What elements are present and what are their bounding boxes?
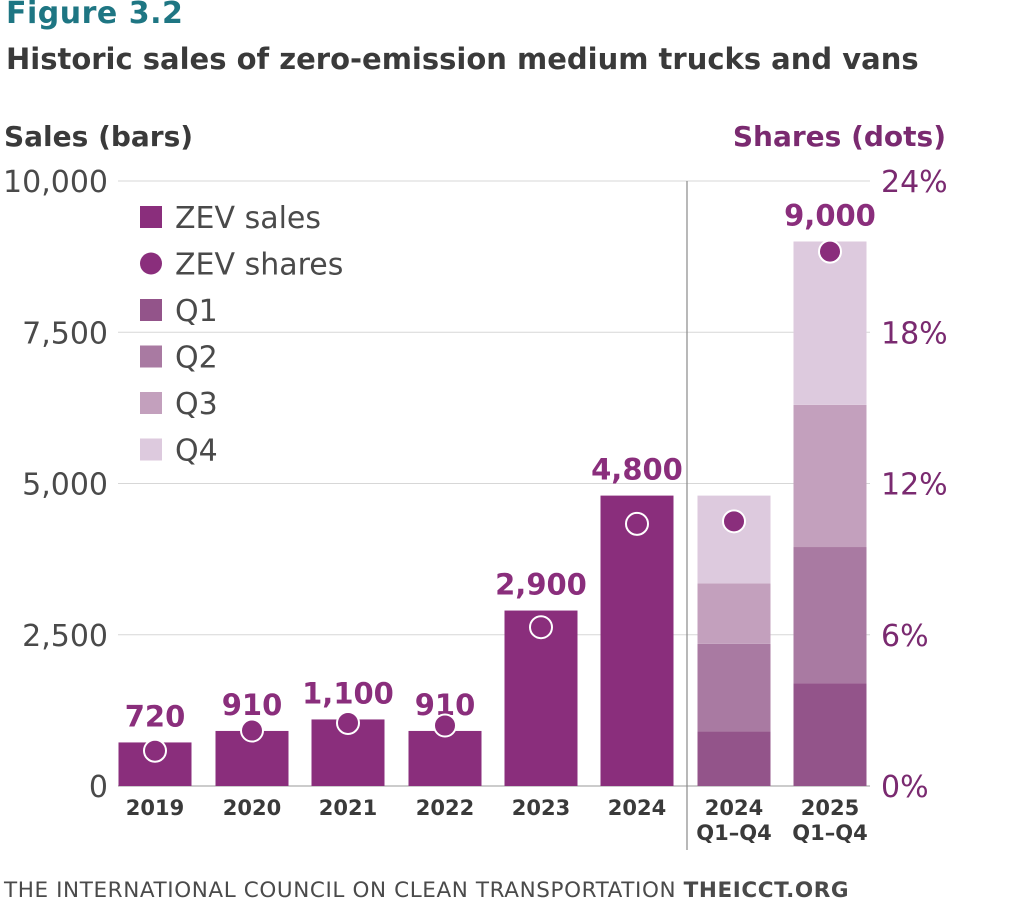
chart: Sales (bars) Shares (dots) 0 2,500 5,000 7,50… [3,120,948,850]
x-tick-label: 2025 [801,796,859,820]
share-dot [818,239,842,264]
legend-label: Q1 [175,294,218,329]
right-axis-title: Shares (dots) [733,120,946,153]
bar-segment-q1 [793,683,867,786]
bar-2022 [408,730,482,786]
legend-marker [140,252,162,275]
data-label: 9,000 [784,199,876,233]
x-tick-label: 2024 [705,796,763,820]
y2-tick-label: 18% [881,316,948,351]
legend-label: ZEV shares [175,248,343,283]
y2-tick-label: 24% [881,165,948,200]
data-label: 910 [222,688,283,722]
bar-segment-q4 [697,495,771,584]
bar-2023 [504,610,578,786]
y-tick-label: 5,000 [22,468,108,503]
footer: THE INTERNATIONAL COUNCIL ON CLEAN TRANS… [4,878,849,903]
legend-marker [140,345,162,368]
chart-title: Historic sales of zero-emission medium t… [6,42,919,76]
x-tick-label: 2022 [416,796,474,820]
y2-tick-label: 6% [881,619,929,654]
y2-tick-label: 0% [881,770,929,805]
data-label: 1,100 [302,676,394,710]
x-tick-label: Q1–Q4 [792,821,867,845]
legend-label: Q4 [175,434,218,469]
data-label: 720 [125,699,186,733]
share-dot [722,509,746,534]
share-dot [625,511,649,536]
x-tick-label: 2019 [126,796,184,820]
y-tick-label: 2,500 [22,619,108,654]
footer-site: THEICCT.ORG [683,878,850,903]
bar-segment-q1 [697,731,771,786]
bar-segment-q3 [697,583,771,644]
share-dot [529,615,553,640]
share-dot [433,713,457,738]
left-axis-title: Sales (bars) [4,120,193,153]
legend-marker [140,206,162,228]
x-tick-label: Q1–Q4 [696,821,771,845]
x-tick-label: 2024 [608,796,666,820]
bar-segment-q4 [793,241,867,405]
legend-marker [140,299,162,321]
y2-tick-label: 12% [881,468,948,503]
bar-segment-q2 [793,547,867,684]
legend-marker [140,438,162,461]
bar-segment-q3 [793,404,867,548]
bar-2024 [600,495,674,786]
bar-segment-q2 [697,643,771,732]
data-label: 4,800 [591,453,683,487]
x-tick-label: 2021 [319,796,377,820]
y-tick-label: 7,500 [22,316,108,351]
footer-org: THE INTERNATIONAL COUNCIL ON CLEAN TRANS… [4,878,677,903]
share-dot [240,718,264,743]
legend-label: ZEV sales [175,201,321,236]
data-label: 2,900 [495,568,587,602]
legend-marker [140,392,162,414]
x-tick-label: 2020 [223,796,281,820]
figure-label: Figure 3.2 [6,0,184,31]
y-tick-label: 0 [89,770,108,805]
share-dot [143,738,167,763]
legend-label: Q3 [175,387,218,422]
x-tick-label: 2023 [512,796,570,820]
share-dot [336,710,360,735]
legend-label: Q2 [175,341,218,376]
y-tick-label: 10,000 [3,165,108,200]
